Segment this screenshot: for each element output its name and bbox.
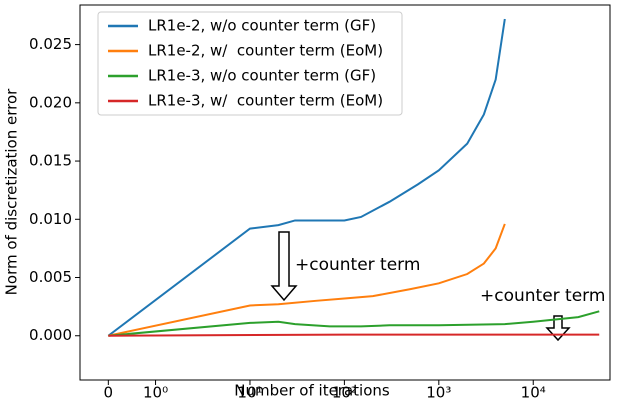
x-tick-label: 10⁴ xyxy=(521,384,546,401)
legend-box xyxy=(97,11,403,116)
series-line xyxy=(108,223,506,337)
x-tick-label: 0 xyxy=(104,384,114,401)
legend-label: LR1e-3, w/o counter term (GF) xyxy=(148,67,376,85)
y-tick-label: 0.020 xyxy=(29,93,72,111)
arrow-1 xyxy=(270,231,298,302)
legend-label: LR1e-2, w/o counter term (GF) xyxy=(148,17,376,35)
x-tick-label: 10³ xyxy=(426,384,451,401)
annotation: +counter term xyxy=(295,255,420,275)
series-line xyxy=(107,18,506,337)
y-axis-label: Norm of discretization error xyxy=(3,88,21,295)
x-tick-label: 10⁰ xyxy=(143,384,168,401)
x-tick-label: 10¹ xyxy=(237,384,262,401)
x-axis-label: Number of iterations xyxy=(234,382,390,400)
y-tick-label: 0.010 xyxy=(29,210,72,228)
y-tick-label: 0.005 xyxy=(29,268,72,286)
series-line xyxy=(108,310,600,337)
series-line xyxy=(108,333,600,337)
plot-frame xyxy=(79,4,611,381)
annotation: +counter term xyxy=(480,286,605,306)
legend-label: LR1e-3, w/ counter term (EoM) xyxy=(148,92,383,110)
y-tick-label: 0.000 xyxy=(29,326,72,344)
y-tick-label: 0.015 xyxy=(29,152,72,170)
x-tick-label: 10² xyxy=(332,384,357,401)
y-tick-label: 0.025 xyxy=(29,35,72,53)
legend-label: LR1e-2, w/ counter term (EoM) xyxy=(148,42,383,60)
